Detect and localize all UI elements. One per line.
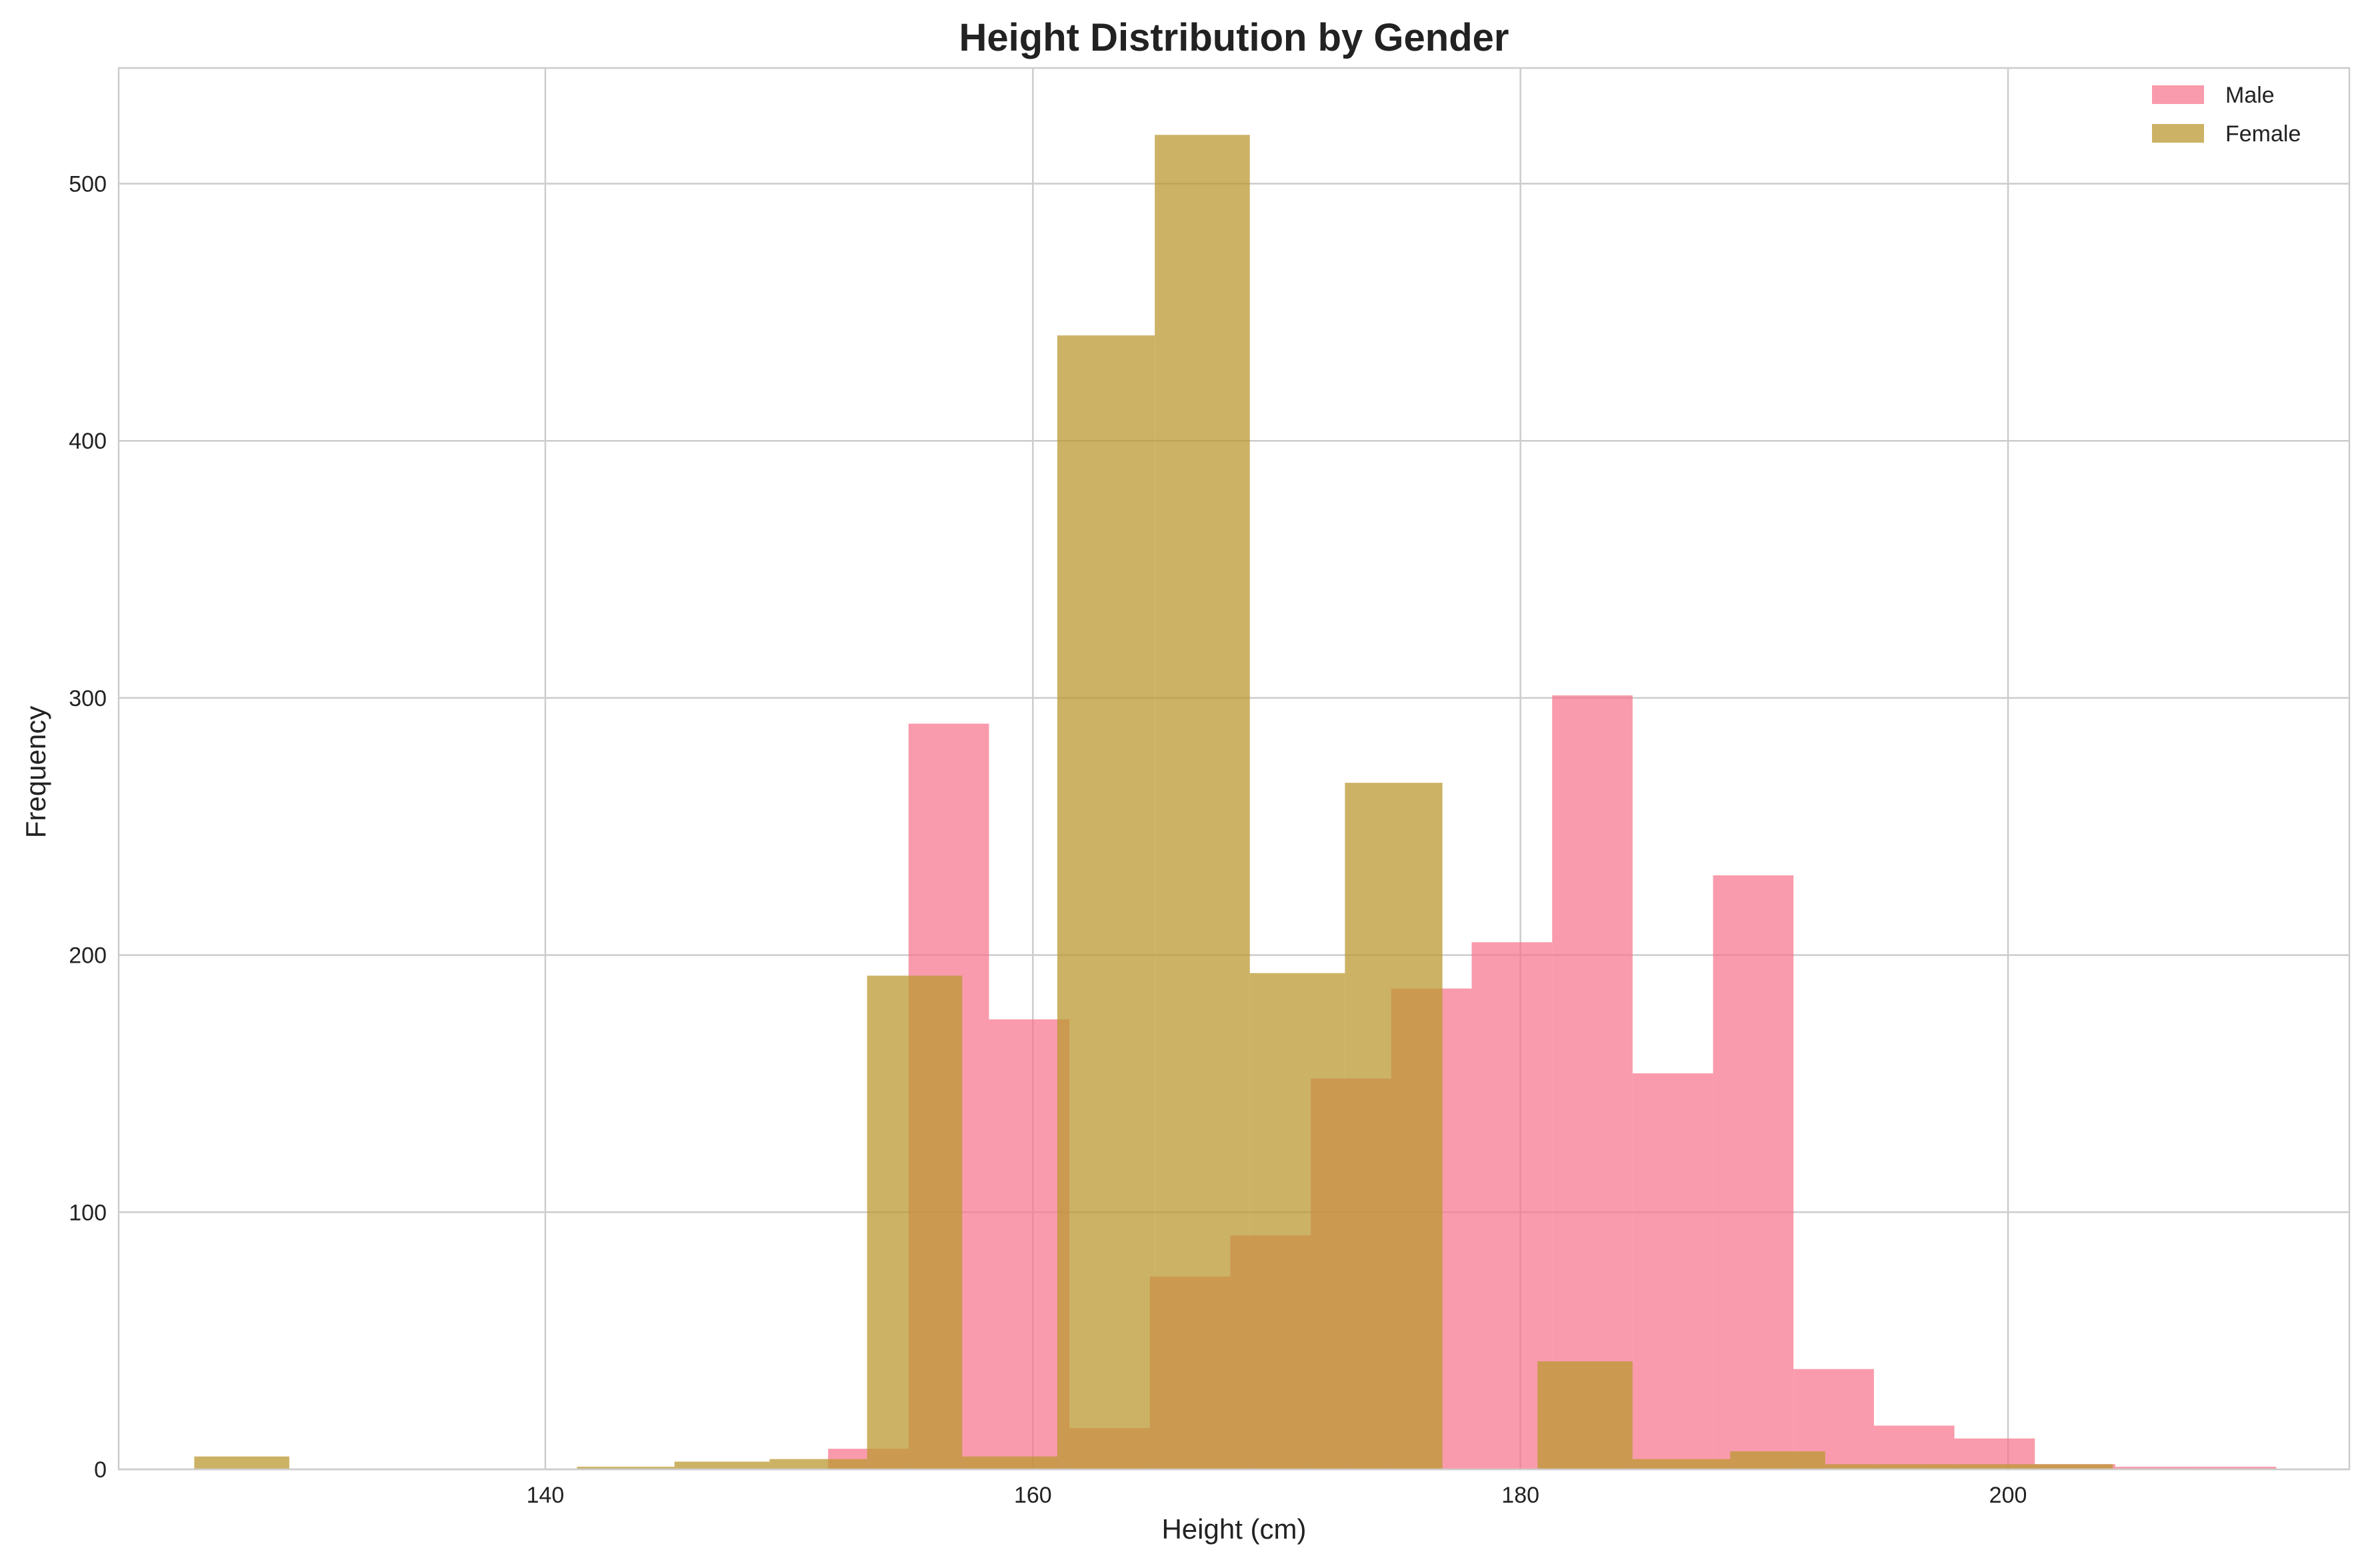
male-bar bbox=[989, 1019, 1070, 1469]
y-tick-label: 200 bbox=[69, 943, 107, 969]
female-bar bbox=[194, 1456, 289, 1469]
x-tick-label: 200 bbox=[1989, 1483, 2027, 1508]
axis-ticks: 140 160 180 200 0 100 200 300 400 500 bbox=[69, 172, 2027, 1508]
series-male bbox=[828, 695, 2277, 1469]
legend-swatch-male bbox=[2152, 85, 2204, 104]
male-bar bbox=[1873, 1425, 1955, 1469]
female-bar bbox=[1155, 135, 1250, 1469]
y-tick-label: 100 bbox=[69, 1200, 107, 1225]
x-axis-label: Height (cm) bbox=[1161, 1513, 1306, 1545]
female-bar bbox=[1057, 335, 1155, 1469]
female-bar bbox=[1632, 1459, 1731, 1469]
histogram-bars bbox=[194, 135, 2277, 1469]
male-bar bbox=[2195, 1467, 2277, 1469]
female-bar bbox=[674, 1461, 770, 1469]
legend: Male Female bbox=[2152, 83, 2301, 147]
male-bar bbox=[1552, 695, 1633, 1469]
legend-label-male: Male bbox=[2225, 83, 2275, 108]
legend-swatch-female bbox=[2152, 124, 2204, 143]
series-female bbox=[194, 135, 2113, 1469]
plot-area-frame bbox=[117, 67, 2351, 1471]
male-bar bbox=[1713, 875, 1794, 1469]
legend-label-female: Female bbox=[2225, 121, 2301, 147]
male-bar bbox=[1632, 1073, 1713, 1469]
y-tick-label: 0 bbox=[94, 1457, 107, 1483]
female-bar bbox=[1537, 1361, 1633, 1469]
y-tick-label: 300 bbox=[69, 686, 107, 711]
x-tick-label: 140 bbox=[527, 1483, 565, 1508]
female-bar bbox=[867, 975, 963, 1469]
female-bar bbox=[1825, 1464, 1923, 1469]
female-bar bbox=[962, 1456, 1057, 1469]
female-bar bbox=[1345, 783, 1443, 1469]
male-bar bbox=[2115, 1467, 2196, 1469]
chart-title: Height Distribution by Gender bbox=[959, 16, 1509, 59]
female-bar bbox=[1923, 1464, 2018, 1469]
female-bar bbox=[1730, 1451, 1825, 1469]
y-tick-label: 500 bbox=[69, 172, 107, 197]
female-bar bbox=[577, 1467, 675, 1469]
female-bar bbox=[1249, 973, 1345, 1469]
female-bar bbox=[2017, 1464, 2113, 1469]
x-tick-label: 160 bbox=[1014, 1483, 1052, 1508]
y-axis-label: Frequency bbox=[20, 706, 51, 838]
y-tick-label: 400 bbox=[69, 429, 107, 454]
female-bar bbox=[769, 1459, 867, 1469]
x-tick-label: 180 bbox=[1501, 1483, 1539, 1508]
